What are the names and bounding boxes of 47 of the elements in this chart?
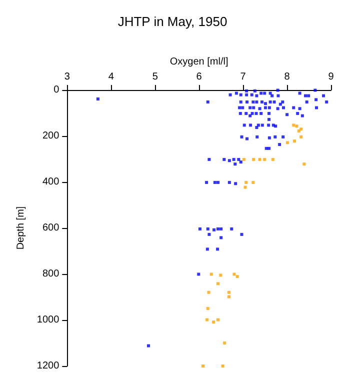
point bbox=[292, 124, 296, 127]
y-tick-label: 0 bbox=[54, 84, 60, 96]
point bbox=[263, 158, 266, 161]
y-axis-title: Depth [m] bbox=[16, 206, 26, 250]
y-tick-label: 200 bbox=[42, 130, 60, 142]
point bbox=[206, 307, 210, 310]
x-axis-title: Oxygen [ml/l] bbox=[170, 56, 228, 68]
point bbox=[216, 282, 220, 286]
point bbox=[207, 290, 210, 294]
point bbox=[302, 162, 306, 166]
point bbox=[232, 272, 236, 276]
x-tick-label: 6 bbox=[196, 72, 202, 82]
y-tick-label: 600 bbox=[42, 222, 60, 234]
point bbox=[286, 141, 289, 144]
point bbox=[227, 290, 230, 294]
point bbox=[252, 158, 256, 161]
point bbox=[216, 318, 220, 322]
point bbox=[205, 318, 208, 322]
point bbox=[223, 342, 226, 344]
x-tick-label: 7 bbox=[240, 72, 246, 82]
point bbox=[244, 186, 247, 189]
x-tick-label: 9 bbox=[328, 72, 334, 82]
point bbox=[210, 272, 213, 276]
point bbox=[219, 274, 222, 277]
y-tick-label: 400 bbox=[42, 176, 60, 188]
point bbox=[242, 158, 246, 161]
point bbox=[271, 158, 274, 161]
point bbox=[244, 180, 248, 184]
x-tick-label: 8 bbox=[284, 72, 290, 82]
point bbox=[236, 275, 239, 278]
y-tick-label: 1000 bbox=[36, 314, 60, 326]
point bbox=[202, 364, 205, 368]
point bbox=[258, 158, 262, 161]
point bbox=[252, 180, 255, 184]
x-tick-label: 3 bbox=[64, 72, 70, 82]
point bbox=[227, 295, 230, 298]
x-tick-label: 5 bbox=[152, 72, 158, 82]
point bbox=[297, 129, 300, 132]
y-tick-label: 1200 bbox=[36, 360, 60, 372]
chart-title: JHTP in May, 1950 bbox=[118, 14, 228, 29]
y-tick-label: 800 bbox=[42, 268, 60, 280]
point bbox=[300, 135, 303, 138]
point bbox=[212, 320, 216, 324]
point bbox=[293, 140, 296, 143]
point bbox=[221, 364, 224, 368]
point bbox=[295, 124, 298, 128]
x-tick-label: 4 bbox=[108, 72, 114, 82]
